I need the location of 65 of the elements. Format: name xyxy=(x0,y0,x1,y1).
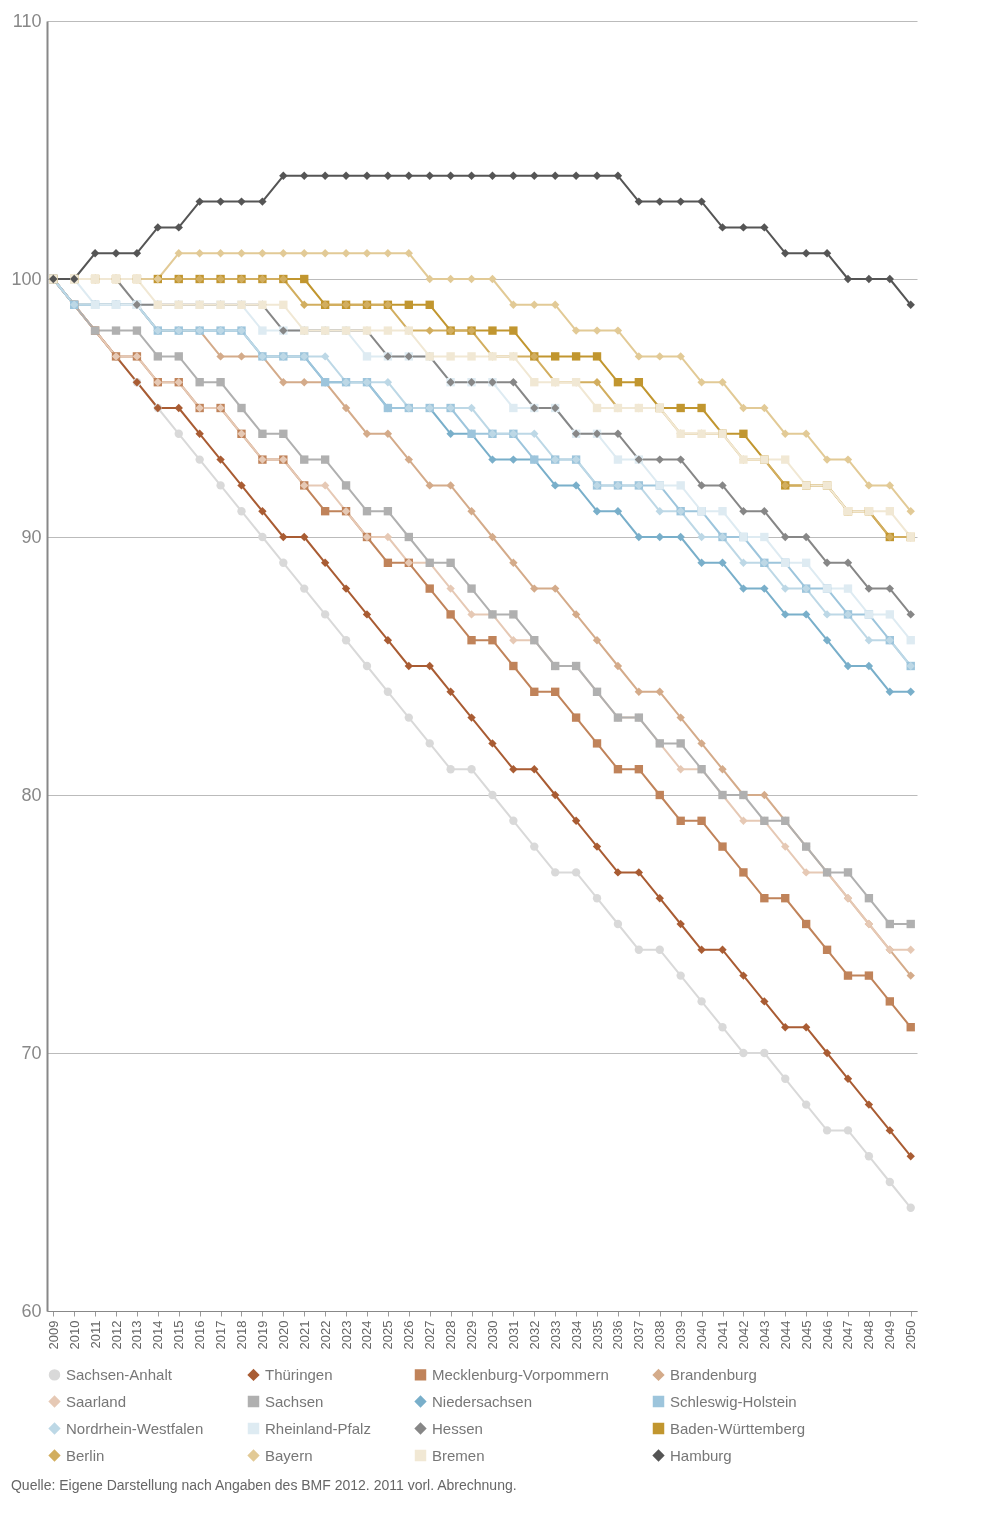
x-tick-label: 2039 xyxy=(673,1320,689,1350)
legend-label: Sachsen-Anhalt xyxy=(66,1365,173,1383)
x-tick-label: 2029 xyxy=(464,1320,480,1350)
x-tick-label: 2009 xyxy=(45,1320,61,1350)
x-tick-label: 2027 xyxy=(422,1320,438,1350)
x-tick-label: 2026 xyxy=(401,1320,417,1350)
legend-label: Mecklenburg-Vorpommern xyxy=(432,1365,609,1383)
x-tick-label: 2015 xyxy=(171,1320,187,1350)
x-tick-label: 2025 xyxy=(380,1320,396,1350)
legend-label: Saarland xyxy=(66,1392,127,1410)
x-tick-label: 2020 xyxy=(275,1320,291,1350)
x-tick-label: 2016 xyxy=(192,1320,208,1350)
source-note: Quelle: Eigene Darstellung nach Angaben des BMF 2012. 2011 vorl. Abrechnung. xyxy=(10,1477,517,1493)
x-tick-label: 2040 xyxy=(694,1320,710,1350)
x-tick-label: 2036 xyxy=(610,1320,626,1350)
x-tick-label: 2011 xyxy=(87,1320,103,1349)
legend-label: Bremen xyxy=(432,1446,485,1464)
x-tick-label: 2038 xyxy=(652,1320,668,1350)
x-tick-label: 2030 xyxy=(484,1320,500,1350)
x-tick-label: 2034 xyxy=(568,1320,584,1350)
y-tick-label: 70 xyxy=(21,1042,42,1063)
x-tick-label: 2024 xyxy=(359,1320,375,1350)
legend-label: Bayern xyxy=(265,1446,313,1464)
legend-label: Baden-Württemberg xyxy=(670,1419,806,1437)
x-tick-label: 2012 xyxy=(108,1320,124,1350)
x-tick-label: 2037 xyxy=(631,1320,647,1350)
x-tick-label: 2050 xyxy=(903,1320,919,1350)
legend-label: Hessen xyxy=(432,1419,483,1437)
legend-label: Rheinland-Pfalz xyxy=(265,1419,371,1437)
legend-label: Thüringen xyxy=(265,1365,333,1383)
x-tick-label: 2028 xyxy=(443,1320,459,1350)
x-tick-label: 2041 xyxy=(715,1320,730,1350)
x-tick-label: 2046 xyxy=(819,1320,835,1350)
x-tick-label: 2014 xyxy=(150,1320,166,1350)
y-tick-label: 100 xyxy=(11,268,42,289)
legend-label: Nordrhein-Westfalen xyxy=(66,1419,204,1437)
x-tick-label: 2023 xyxy=(338,1320,354,1350)
legend-label: Niedersachsen xyxy=(432,1392,533,1410)
x-tick-label: 2049 xyxy=(882,1320,898,1350)
x-tick-label: 2031 xyxy=(505,1320,521,1350)
legend-label: Berlin xyxy=(66,1446,105,1464)
x-tick-label: 2033 xyxy=(547,1320,563,1350)
x-tick-label: 2019 xyxy=(254,1320,270,1350)
legend-label: Brandenburg xyxy=(670,1365,757,1383)
y-tick-label: 60 xyxy=(21,1300,42,1321)
x-tick-label: 2048 xyxy=(861,1320,877,1350)
x-tick-label: 2047 xyxy=(840,1320,856,1350)
y-tick-label: 90 xyxy=(21,526,42,547)
x-tick-label: 2022 xyxy=(317,1320,333,1350)
y-tick-label: 80 xyxy=(21,784,42,805)
legend-label: Hamburg xyxy=(670,1446,732,1464)
x-tick-label: 2045 xyxy=(798,1320,814,1350)
x-tick-label: 2017 xyxy=(213,1320,229,1350)
x-tick-label: 2018 xyxy=(234,1320,249,1350)
y-tick-label: 110 xyxy=(12,10,42,31)
legend-label: Schleswig-Holstein xyxy=(670,1392,797,1410)
x-tick-label: 2044 xyxy=(777,1320,793,1350)
x-tick-label: 2032 xyxy=(526,1320,542,1350)
x-tick-label: 2035 xyxy=(589,1320,605,1350)
x-tick-label: 2021 xyxy=(296,1320,312,1350)
x-tick-label: 2042 xyxy=(735,1320,751,1350)
x-tick-label: 2010 xyxy=(66,1320,82,1350)
legend-label: Sachsen xyxy=(265,1392,324,1410)
x-tick-label: 2043 xyxy=(756,1320,772,1350)
x-tick-label: 2013 xyxy=(129,1320,145,1350)
